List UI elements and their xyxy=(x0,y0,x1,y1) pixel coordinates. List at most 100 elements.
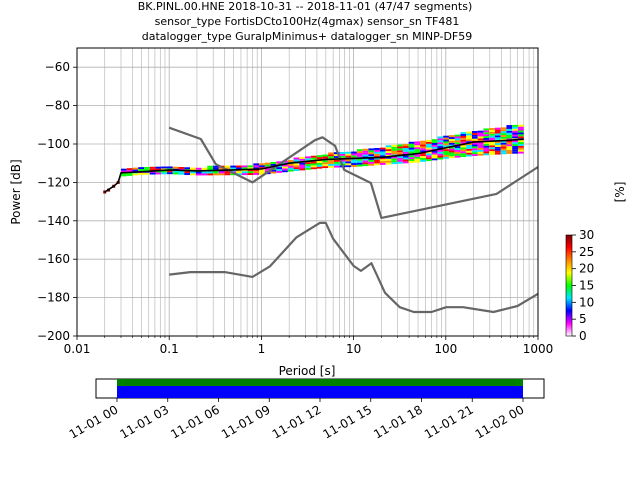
psd-cell xyxy=(506,144,513,147)
psd-cell xyxy=(230,165,237,168)
psd-cell xyxy=(408,149,415,152)
psd-cell xyxy=(448,154,455,157)
psd-cell xyxy=(402,144,409,147)
ppsd-plot: 0.01 0.1 1 10 100 1000 −200 −180 −160 −140 −120 −1… xyxy=(9,47,553,378)
psd-cell xyxy=(379,159,386,162)
psd-cell xyxy=(489,145,495,148)
y-axis-ticks: −200 −180 −160 −140 −120 −100 −80 −60 xyxy=(37,60,77,343)
psd-cell xyxy=(420,140,426,143)
psd-cell xyxy=(517,128,524,131)
psd-cell xyxy=(368,148,375,151)
psd-cell xyxy=(328,162,334,164)
colorbar-tick-label: 25 xyxy=(579,245,594,259)
psd-cell xyxy=(494,127,501,130)
psd-cell xyxy=(471,138,478,141)
psd-cell xyxy=(299,162,306,165)
psd-cell xyxy=(259,170,265,173)
psd-cell xyxy=(448,150,455,153)
psd-cell xyxy=(218,167,225,170)
psd-cell xyxy=(259,165,265,168)
psd-cell xyxy=(494,135,501,138)
psd-cell xyxy=(494,133,501,136)
psd-cell xyxy=(414,149,421,152)
psd-cell xyxy=(213,167,219,170)
psd-cell xyxy=(161,172,168,175)
psd-cell xyxy=(299,164,306,167)
psd-cell xyxy=(167,172,173,175)
psd-cell xyxy=(494,146,501,149)
psd-cell xyxy=(448,137,455,139)
plot-frame xyxy=(76,47,539,337)
psd-cell xyxy=(466,139,472,142)
psd-cell xyxy=(368,154,375,157)
psd-cell xyxy=(477,142,484,145)
psd-cell xyxy=(471,144,478,147)
psd-cell xyxy=(443,143,449,146)
psd-cell xyxy=(443,141,449,144)
psd-cell xyxy=(328,165,334,168)
psd-cell xyxy=(270,169,277,172)
psd-cell xyxy=(178,167,185,169)
psd-cell xyxy=(397,146,403,149)
psd-cell xyxy=(207,173,214,176)
psd-cell xyxy=(437,149,444,152)
psd-cell xyxy=(201,167,208,170)
psd-cell xyxy=(489,153,495,155)
psd-cell xyxy=(368,161,375,164)
psd-cell xyxy=(322,156,329,159)
psd-cell xyxy=(345,159,352,162)
psd-cell xyxy=(351,153,357,156)
psd-cell xyxy=(305,165,311,168)
psd-cell xyxy=(299,158,306,161)
psd-cell xyxy=(512,134,518,137)
psd-cell xyxy=(213,173,219,176)
psd-cell xyxy=(420,146,426,149)
psd-cell xyxy=(316,162,323,165)
psd-cell xyxy=(236,167,242,170)
psd-cell xyxy=(385,162,392,165)
psd-cell xyxy=(253,167,260,170)
psd-cell xyxy=(276,161,283,164)
psd-cell xyxy=(310,163,317,166)
psd-cell xyxy=(310,161,317,164)
psd-cell xyxy=(448,144,455,147)
psd-cell xyxy=(512,146,518,148)
psd-cell xyxy=(328,152,334,155)
psd-cell xyxy=(149,172,156,175)
psd-cell xyxy=(374,159,380,162)
psd-cell xyxy=(155,166,162,169)
psd-cell xyxy=(316,155,323,158)
psd-cell xyxy=(379,153,386,156)
psd-cell xyxy=(241,167,248,170)
psd-cell xyxy=(305,167,311,170)
timeline-tick-label: 11-01 18 xyxy=(371,402,425,441)
psd-cell xyxy=(293,157,300,160)
psd-cell xyxy=(144,166,150,169)
psd-cell xyxy=(414,151,421,153)
psd-cell xyxy=(402,155,409,158)
psd-cell xyxy=(345,163,352,166)
psd-cell xyxy=(448,140,455,143)
psd-cell xyxy=(397,157,403,160)
psd-cell xyxy=(466,133,472,136)
psd-cell xyxy=(494,137,501,140)
psd-cell xyxy=(483,151,490,154)
psd-cell xyxy=(385,160,392,163)
psd-cell xyxy=(339,153,346,156)
psd-cell xyxy=(126,173,133,176)
psd-cell xyxy=(443,145,449,148)
psd-cell xyxy=(397,152,403,155)
psd-cell xyxy=(443,137,449,140)
psd-cell xyxy=(500,129,507,132)
psd-cell xyxy=(500,135,507,137)
psd-cell xyxy=(443,135,449,138)
timeline-tick-label: 11-01 21 xyxy=(422,402,476,441)
psd-cell xyxy=(149,166,156,169)
y-tick-label: −120 xyxy=(37,175,70,189)
psd-cell xyxy=(506,125,513,127)
psd-cell xyxy=(397,156,403,158)
psd-cell xyxy=(454,153,461,156)
psd-cell xyxy=(293,165,300,168)
psd-cell xyxy=(391,162,398,165)
psd-cell xyxy=(138,169,145,171)
